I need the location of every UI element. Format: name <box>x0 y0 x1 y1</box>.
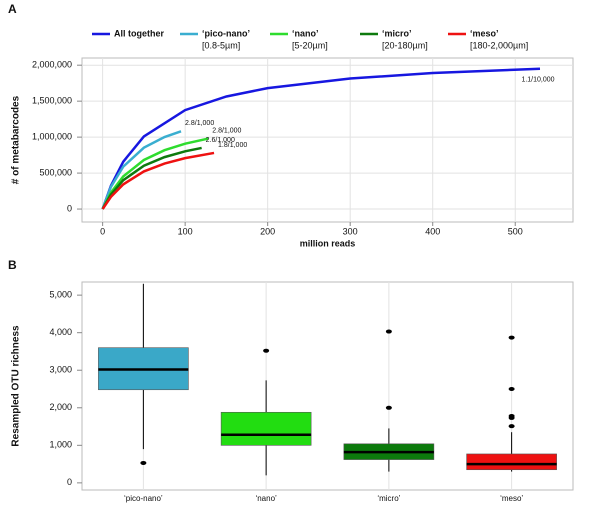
y-tick-label: 2,000 <box>49 402 72 412</box>
x-tick-label: 300 <box>343 226 358 236</box>
panel-label: A <box>8 2 17 16</box>
plot-frame <box>81 281 574 491</box>
x-tick-label: ‘meso’ <box>500 494 523 503</box>
outlier <box>508 387 515 392</box>
outlier <box>263 348 270 353</box>
x-tick-label: ‘pico-nano’ <box>124 494 163 503</box>
y-tick-label: 1,000 <box>49 440 72 450</box>
outlier <box>385 329 392 334</box>
x-tick-label: 0 <box>100 226 105 236</box>
end-label: 2.6/1,000 <box>206 137 235 144</box>
y-tick-label: 4,000 <box>49 327 72 337</box>
outlier <box>140 460 147 465</box>
legend-label: ‘pico-nano’ <box>202 28 250 38</box>
outlier <box>508 335 515 340</box>
y-tick-label: 5,000 <box>49 290 72 300</box>
y-tick-label: 0 <box>67 477 72 487</box>
box <box>466 453 557 471</box>
legend-size: [180-2,000µm] <box>470 40 528 50</box>
curve <box>101 151 215 210</box>
end-label: 1.8/1,000 <box>218 142 247 149</box>
outlier <box>508 414 515 419</box>
panel-label: B <box>8 258 17 272</box>
curve <box>101 130 182 210</box>
x-tick-label: 200 <box>260 226 275 236</box>
legend-size: [0.8-5µm] <box>202 40 240 50</box>
y-tick-label: 2,000,000 <box>32 60 72 70</box>
y-axis-title: # of metabarcodes <box>11 95 22 184</box>
y-tick-label: 500,000 <box>39 167 72 177</box>
plot-frame <box>81 57 574 223</box>
end-label: 2.8/1,000 <box>185 120 214 127</box>
x-tick-label: 400 <box>425 226 440 236</box>
outlier <box>508 424 515 429</box>
y-axis-title: Resampled OTU richness <box>11 325 22 447</box>
legend-size: [20-180µm] <box>382 40 428 50</box>
y-tick-label: 1,500,000 <box>32 96 72 106</box>
outlier <box>385 405 392 410</box>
curve <box>101 146 202 210</box>
legend-size: [5-20µm] <box>292 40 328 50</box>
legend-label: ‘nano’ <box>292 28 319 38</box>
legend-label: ‘micro’ <box>382 28 412 38</box>
end-label: 2.8/1,000 <box>212 127 241 134</box>
end-label: 1.1/10,000 <box>521 77 554 84</box>
y-tick-label: 0 <box>67 203 72 213</box>
x-axis-title: million reads <box>300 238 356 248</box>
x-tick-label: ‘micro’ <box>377 494 400 503</box>
curve <box>101 67 541 210</box>
y-tick-label: 1,000,000 <box>32 131 72 141</box>
box <box>220 411 312 446</box>
x-tick-label: 100 <box>178 226 193 236</box>
x-tick-label: ‘nano’ <box>255 494 277 503</box>
legend-label: ‘meso’ <box>470 28 499 38</box>
legend-label: All together <box>114 28 164 38</box>
y-tick-label: 3,000 <box>49 365 72 375</box>
x-tick-label: 500 <box>508 226 523 236</box>
